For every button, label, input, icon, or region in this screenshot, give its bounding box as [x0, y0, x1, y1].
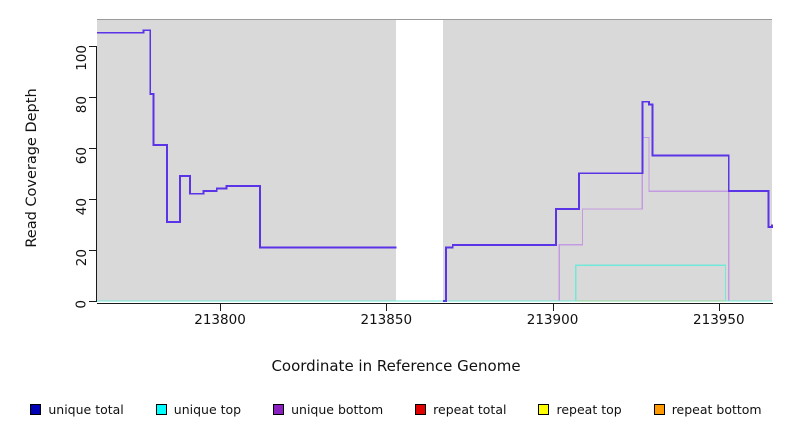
y-tick [89, 198, 96, 200]
series-line-unique-total [97, 29, 397, 249]
legend-swatch-icon [30, 403, 42, 415]
plot-area [97, 20, 772, 301]
y-tick [89, 301, 96, 302]
legend-label: unique bottom [291, 401, 384, 417]
legend-item-unique-bottom[interactable]: unique bottom [273, 402, 383, 417]
x-tick [220, 304, 222, 311]
legend-label: repeat top [556, 401, 622, 417]
series-line-unique-total [442, 100, 773, 302]
series-line-unique-top [97, 264, 772, 302]
legend-item-repeat-top[interactable]: repeat top [538, 401, 622, 417]
y-tick [89, 249, 96, 251]
x-tick-label: 213950 [693, 312, 745, 328]
y-tick-label: 80 [74, 95, 90, 113]
y-axis-title: Read Coverage Depth [24, 88, 40, 248]
legend-label: repeat bottom [671, 401, 762, 417]
x-axis-title: Coordinate in Reference Genome [271, 357, 521, 375]
x-tick-label: 213850 [360, 312, 413, 328]
legend-item-unique-total[interactable]: unique total [30, 401, 124, 417]
y-tick [89, 96, 96, 98]
y-tick-label: 60 [74, 146, 90, 164]
y-tick [89, 45, 96, 47]
plot-top-border [97, 19, 772, 20]
legend-swatch-icon [538, 403, 550, 415]
legend-item-repeat-total[interactable]: repeat total [415, 402, 506, 417]
x-axis-line [97, 303, 773, 304]
y-axis-line [96, 46, 97, 302]
x-tick-label: 213800 [194, 312, 246, 328]
unplotted-gap-band [396, 20, 443, 301]
x-tick [552, 304, 554, 311]
legend: unique total unique top unique bottom repea… [0, 398, 792, 420]
series-line-unique-bottom [97, 136, 772, 302]
y-tick-label: 0 [74, 300, 90, 309]
y-tick [89, 147, 96, 149]
legend-item-unique-top[interactable]: unique top [155, 401, 242, 417]
legend-swatch-icon [273, 403, 285, 415]
x-tick [386, 304, 388, 311]
legend-item-repeat-bottom[interactable]: repeat bottom [653, 401, 762, 417]
y-tick-label: 100 [74, 44, 90, 71]
legend-label: unique total [48, 401, 124, 417]
legend-swatch-icon [155, 403, 167, 415]
y-tick-label: 20 [74, 248, 90, 267]
x-tick [718, 304, 720, 311]
x-tick-label: 213900 [526, 312, 579, 328]
y-tick-label: 40 [74, 197, 90, 215]
legend-label: unique top [173, 401, 242, 417]
legend-label: repeat total [433, 401, 507, 417]
legend-swatch-icon [653, 403, 665, 415]
legend-swatch-icon [415, 403, 427, 415]
